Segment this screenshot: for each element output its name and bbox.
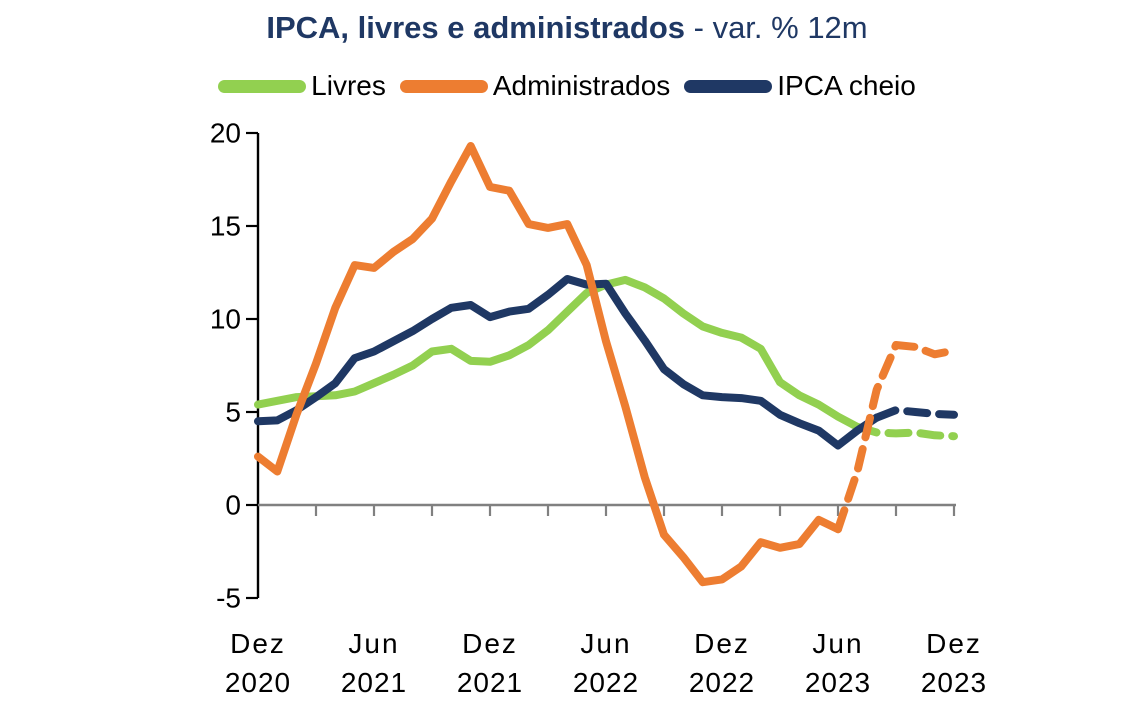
x-axis-tick-label-month: Dez	[694, 628, 750, 659]
x-axis-tick-label-year: 2023	[921, 667, 987, 698]
legend-swatch-livres	[218, 79, 307, 93]
legend-item-administrados: Administrados	[399, 70, 671, 101]
y-axis-tick-label: 20	[210, 118, 241, 149]
x-axis-tick-label-year: 2022	[573, 667, 639, 698]
x-axis-tick-label-month: Dez	[462, 628, 518, 659]
x-axis-tick-label-year: 2023	[805, 667, 871, 698]
legend-item-ipca-cheio: IPCA cheio	[684, 72, 916, 100]
x-axis-tick-label-month: Dez	[926, 628, 982, 659]
series-forecast-line-livres	[853, 422, 958, 441]
x-axis-tick-label-month: Jun	[348, 628, 399, 659]
series-forecast-line-ipca-cheio	[872, 406, 958, 422]
x-axis-tick-label-month: Jun	[812, 628, 863, 659]
series-line-livres	[254, 275, 862, 431]
y-axis-tick-label: 10	[210, 304, 241, 335]
x-axis-tick-label-year: 2021	[457, 667, 523, 698]
legend-label-livres: Livres	[311, 70, 386, 101]
legend-swatch-administrados	[399, 79, 488, 93]
legend-swatch-ipca-cheio	[684, 79, 773, 93]
x-axis-tick-label-year: 2020	[225, 667, 291, 698]
legend-item-livres: Livres	[218, 72, 386, 100]
chart-title-suffix: - var. % 12m	[685, 10, 868, 45]
series-line-ipca-cheio	[254, 275, 881, 450]
x-axis-tick-label-month: Dez	[230, 628, 286, 659]
legend-label-administrados: Administrados	[492, 70, 671, 101]
chart-title: IPCA, livres e administrados - var. % 12…	[0, 10, 1134, 46]
y-axis-tick-label: 5	[225, 397, 241, 428]
y-axis-tick-label: 0	[225, 490, 241, 521]
x-axis-tick-label-year: 2022	[689, 667, 755, 698]
chart-title-main: IPCA, livres e administrados	[266, 10, 686, 45]
series-line-administrados	[254, 142, 842, 587]
x-axis-tick-label-year: 2021	[341, 667, 407, 698]
y-axis-tick-label: 15	[210, 211, 241, 242]
series-forecast-line-administrados	[834, 341, 958, 534]
legend-label-ipca-cheio: IPCA cheio	[777, 70, 916, 101]
x-axis-tick-label-month: Jun	[580, 628, 631, 659]
y-axis-tick-label: -5	[216, 583, 241, 614]
chart-legend: Livres Administrados IPCA cheio	[0, 72, 1134, 100]
